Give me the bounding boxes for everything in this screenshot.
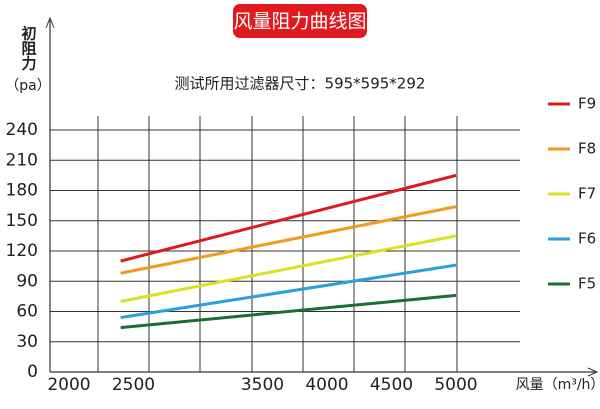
series-line	[120, 173, 457, 263]
legend-label: F8	[578, 140, 596, 158]
legend-label: F6	[578, 230, 596, 248]
y-tick-label: 240	[6, 120, 38, 140]
y-tick-label: 90	[16, 271, 38, 291]
series-line	[120, 293, 457, 330]
title-box	[233, 4, 367, 38]
y-axis-label: 初阻力	[20, 25, 38, 72]
y-tick-label: 0	[27, 362, 38, 382]
x-tick-label: 2000	[47, 375, 90, 395]
legend-label: F5	[578, 275, 596, 293]
x-tick-label: 4500	[370, 375, 413, 395]
y-tick-label: 180	[6, 181, 38, 201]
legend-label: F7	[578, 185, 596, 203]
x-tick-label: 4000	[305, 375, 348, 395]
series-line	[120, 263, 457, 320]
y-arrow	[45, 16, 55, 29]
y-tick-label: 120	[6, 241, 38, 261]
x-tick-label: 3500	[241, 375, 284, 395]
legend-label: F9	[578, 95, 596, 113]
series-line	[120, 234, 457, 303]
x-arrow	[587, 367, 599, 377]
y-tick-label: 150	[6, 211, 38, 231]
subtitle: 测试所用过滤器尺寸：595*595*292	[175, 75, 426, 93]
y-tick-label: 210	[6, 150, 38, 170]
y-tick-label: 30	[16, 332, 38, 352]
series-line	[120, 205, 457, 275]
y-tick-label: 60	[16, 302, 38, 322]
x-tick-label: 2500	[112, 375, 155, 395]
x-axis-label: 风量（m³/h）	[516, 377, 600, 393]
vertical-grid	[97, 116, 458, 372]
y-axis-unit: （pa）	[5, 78, 50, 94]
chart-title: 风量阻力曲线图	[233, 11, 366, 33]
x-tick-label: 5000	[434, 375, 477, 395]
